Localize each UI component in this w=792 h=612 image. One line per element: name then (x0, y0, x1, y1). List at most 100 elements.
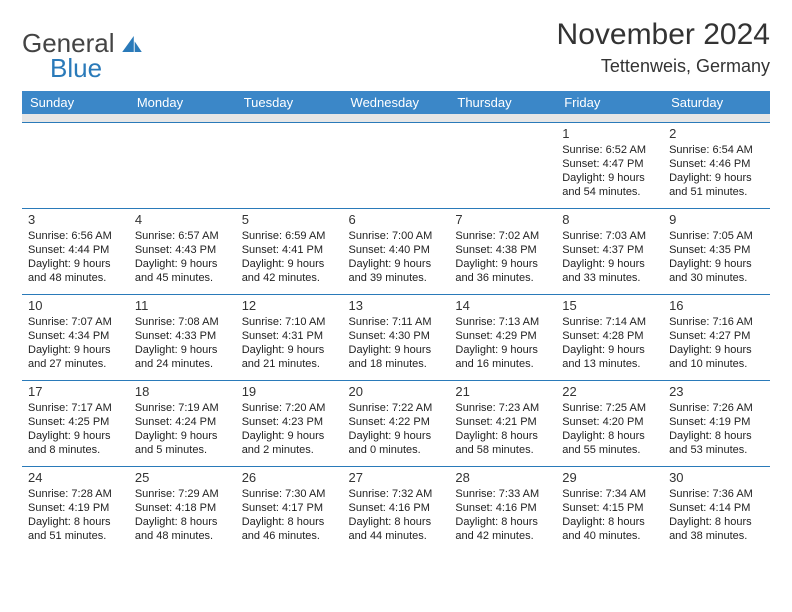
calendar-day-cell: 27 Sunrise: 7:32 AMSunset: 4:16 PMDayligh… (343, 466, 450, 552)
day-number: 14 (455, 298, 550, 313)
calendar-day-cell: 23 Sunrise: 7:26 AMSunset: 4:19 PMDayligh… (663, 380, 770, 466)
calendar-week-row: 17Sunrise: 7:17 AMSunset: 4:25 PMDayligh… (22, 380, 770, 466)
day-number: 2 (669, 126, 764, 141)
day-info: Sunrise: 7:33 AMSunset: 4:16 PMDaylight:… (455, 487, 550, 544)
day-number: 1 (562, 126, 657, 141)
day-number: 23 (669, 384, 764, 399)
calendar-day-cell: 22 Sunrise: 7:25 AMSunset: 4:20 PMDayligh… (556, 380, 663, 466)
day-info: Sunrise: 7:11 AMSunset: 4:30 PMDaylight:… (349, 315, 444, 372)
day-info: Sunrise: 7:13 AMSunset: 4:29 PMDaylight:… (455, 315, 550, 372)
day-info: Sunrise: 7:30 AMSunset: 4:17 PMDaylight:… (242, 487, 337, 544)
calendar-day-cell: 10 Sunrise: 7:07 AMSunset: 4:34 PMDayligh… (22, 294, 129, 380)
day-number: 12 (242, 298, 337, 313)
day-number: 8 (562, 212, 657, 227)
calendar-day-cell: 4Sunrise: 6:57 AMSunset: 4:43 PMDaylight… (129, 208, 236, 294)
day-number: 22 (562, 384, 657, 399)
day-info: Sunrise: 6:54 AMSunset: 4:46 PMDaylight:… (669, 143, 764, 200)
day-number: 24 (28, 470, 123, 485)
day-info: Sunrise: 7:08 AMSunset: 4:33 PMDaylight:… (135, 315, 230, 372)
brand-sail-icon (122, 36, 142, 52)
calendar-day-cell: 14 Sunrise: 7:13 AMSunset: 4:29 PMDayligh… (449, 294, 556, 380)
day-number: 6 (349, 212, 444, 227)
calendar-day-cell: 21 Sunrise: 7:23 AMSunset: 4:21 PMDayligh… (449, 380, 556, 466)
calendar-day-cell: 26 Sunrise: 7:30 AMSunset: 4:17 PMDayligh… (236, 466, 343, 552)
calendar-day-cell (449, 122, 556, 208)
calendar-day-cell: 13 Sunrise: 7:11 AMSunset: 4:30 PMDayligh… (343, 294, 450, 380)
calendar-week-row: 24Sunrise: 7:28 AMSunset: 4:19 PMDayligh… (22, 466, 770, 552)
day-number: 28 (455, 470, 550, 485)
day-info: Sunrise: 7:32 AMSunset: 4:16 PMDaylight:… (349, 487, 444, 544)
calendar-day-cell: 2 Sunrise: 6:54 AMSunset: 4:46 PMDaylight… (663, 122, 770, 208)
day-info: Sunrise: 7:36 AMSunset: 4:14 PMDaylight:… (669, 487, 764, 544)
day-number: 3 (28, 212, 123, 227)
day-info: Sunrise: 7:00 AMSunset: 4:40 PMDaylight:… (349, 229, 444, 286)
day-number: 18 (135, 384, 230, 399)
calendar-day-cell (22, 122, 129, 208)
calendar-day-cell: 7 Sunrise: 7:02 AMSunset: 4:38 PMDaylight… (449, 208, 556, 294)
day-number: 9 (669, 212, 764, 227)
day-info: Sunrise: 7:20 AMSunset: 4:23 PMDaylight:… (242, 401, 337, 458)
calendar-day-cell: 8Sunrise: 7:03 AMSunset: 4:37 PMDaylight… (556, 208, 663, 294)
day-number: 29 (562, 470, 657, 485)
spacer-row (22, 114, 770, 122)
calendar-week-row: 1 Sunrise: 6:52 AMSunset: 4:47 PMDaylight… (22, 122, 770, 208)
day-header: Friday (556, 91, 663, 114)
calendar-day-cell: 11 Sunrise: 7:08 AMSunset: 4:33 PMDayligh… (129, 294, 236, 380)
calendar-table: Sunday Monday Tuesday Wednesday Thursday… (22, 91, 770, 552)
calendar-day-cell: 3 Sunrise: 6:56 AMSunset: 4:44 PMDaylight… (22, 208, 129, 294)
day-number: 5 (242, 212, 337, 227)
day-number: 15 (562, 298, 657, 313)
calendar-day-cell: 16Sunrise: 7:16 AMSunset: 4:27 PMDayligh… (663, 294, 770, 380)
calendar-day-cell: 19 Sunrise: 7:20 AMSunset: 4:23 PMDayligh… (236, 380, 343, 466)
day-number: 21 (455, 384, 550, 399)
day-info: Sunrise: 7:10 AMSunset: 4:31 PMDaylight:… (242, 315, 337, 372)
day-info: Sunrise: 6:59 AMSunset: 4:41 PMDaylight:… (242, 229, 337, 286)
day-number: 16 (669, 298, 764, 313)
calendar-week-row: 10 Sunrise: 7:07 AMSunset: 4:34 PMDayligh… (22, 294, 770, 380)
day-number: 7 (455, 212, 550, 227)
day-header: Tuesday (236, 91, 343, 114)
day-number: 26 (242, 470, 337, 485)
day-info: Sunrise: 6:52 AMSunset: 4:47 PMDaylight:… (562, 143, 657, 200)
day-info: Sunrise: 7:34 AMSunset: 4:15 PMDaylight:… (562, 487, 657, 544)
calendar-day-cell: 1 Sunrise: 6:52 AMSunset: 4:47 PMDaylight… (556, 122, 663, 208)
calendar-day-cell: 15 Sunrise: 7:14 AMSunset: 4:28 PMDayligh… (556, 294, 663, 380)
day-number: 30 (669, 470, 764, 485)
day-number: 19 (242, 384, 337, 399)
day-info: Sunrise: 7:25 AMSunset: 4:20 PMDaylight:… (562, 401, 657, 458)
calendar-day-cell: 6 Sunrise: 7:00 AMSunset: 4:40 PMDaylight… (343, 208, 450, 294)
day-info: Sunrise: 7:02 AMSunset: 4:38 PMDaylight:… (455, 229, 550, 286)
page-title: November 2024 (557, 18, 770, 52)
day-number: 11 (135, 298, 230, 313)
day-info: Sunrise: 7:17 AMSunset: 4:25 PMDaylight:… (28, 401, 123, 458)
day-header: Thursday (449, 91, 556, 114)
calendar-week-row: 3 Sunrise: 6:56 AMSunset: 4:44 PMDaylight… (22, 208, 770, 294)
calendar-day-cell: 24Sunrise: 7:28 AMSunset: 4:19 PMDayligh… (22, 466, 129, 552)
calendar-day-cell (129, 122, 236, 208)
day-number: 27 (349, 470, 444, 485)
calendar-day-cell: 30 Sunrise: 7:36 AMSunset: 4:14 PMDayligh… (663, 466, 770, 552)
day-number: 13 (349, 298, 444, 313)
day-number: 25 (135, 470, 230, 485)
day-info: Sunrise: 7:14 AMSunset: 4:28 PMDaylight:… (562, 315, 657, 372)
day-header: Monday (129, 91, 236, 114)
day-info: Sunrise: 7:26 AMSunset: 4:19 PMDaylight:… (669, 401, 764, 458)
day-info: Sunrise: 7:29 AMSunset: 4:18 PMDaylight:… (135, 487, 230, 544)
day-header-row: Sunday Monday Tuesday Wednesday Thursday… (22, 91, 770, 114)
calendar-day-cell: 5 Sunrise: 6:59 AMSunset: 4:41 PMDaylight… (236, 208, 343, 294)
day-info: Sunrise: 7:07 AMSunset: 4:34 PMDaylight:… (28, 315, 123, 372)
calendar-day-cell: 25 Sunrise: 7:29 AMSunset: 4:18 PMDayligh… (129, 466, 236, 552)
day-header: Wednesday (343, 91, 450, 114)
day-info: Sunrise: 6:56 AMSunset: 4:44 PMDaylight:… (28, 229, 123, 286)
calendar-day-cell (236, 122, 343, 208)
calendar-day-cell: 17Sunrise: 7:17 AMSunset: 4:25 PMDayligh… (22, 380, 129, 466)
day-number: 10 (28, 298, 123, 313)
day-info: Sunrise: 7:23 AMSunset: 4:21 PMDaylight:… (455, 401, 550, 458)
calendar-day-cell: 20Sunrise: 7:22 AMSunset: 4:22 PMDayligh… (343, 380, 450, 466)
day-info: Sunrise: 7:05 AMSunset: 4:35 PMDaylight:… (669, 229, 764, 286)
title-block: November 2024 Tettenweis, Germany (557, 18, 770, 77)
calendar-day-cell: 18Sunrise: 7:19 AMSunset: 4:24 PMDayligh… (129, 380, 236, 466)
brand-text: General Blue (22, 28, 142, 84)
calendar-day-cell: 9 Sunrise: 7:05 AMSunset: 4:35 PMDaylight… (663, 208, 770, 294)
day-number: 4 (135, 212, 230, 227)
